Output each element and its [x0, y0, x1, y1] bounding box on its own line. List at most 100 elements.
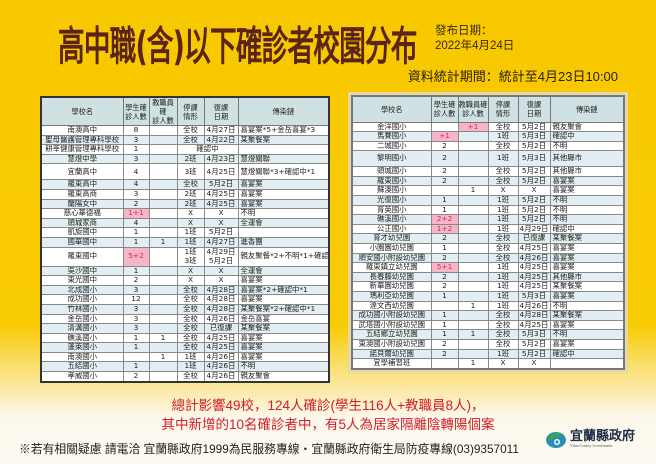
- cell-resume: 4月29日: [517, 223, 551, 235]
- cell-stop: 全校: [176, 303, 205, 315]
- cell-stop: 1班: [487, 214, 519, 225]
- cell-school: 成功國小附設幼兒園: [351, 310, 432, 321]
- header-stop: 停課 情形: [176, 96, 205, 126]
- cell-school: 成功國小: [40, 294, 124, 305]
- cell-chain: 確認中: [549, 131, 625, 142]
- table-row: 頭城國小 2 全校 5月2日 其他縣市: [351, 166, 625, 177]
- publish-label: 發布日期：: [435, 25, 493, 37]
- cell-students: 3: [122, 153, 150, 165]
- cell-resume: 4月27日: [203, 125, 239, 136]
- cell-stop: X: [176, 265, 205, 277]
- summary-line-1: 總計影響49校，124人確診(學生116人+教職員8人)，: [171, 398, 485, 413]
- cell-students: 3: [122, 323, 150, 334]
- cell-stop: 全校: [176, 332, 205, 344]
- header-chain: 傳染鏈: [237, 96, 330, 126]
- cell-chain: 喜宴案: [237, 179, 330, 190]
- cell-students: 5+1: [430, 262, 459, 273]
- cell-staff: 1: [148, 351, 178, 363]
- cell-chain: [549, 358, 625, 370]
- cell-stop: 1班: [487, 262, 519, 273]
- cell-chain: 喜宴案: [237, 332, 330, 344]
- cell-school: 竹林國小: [40, 303, 124, 315]
- cell-staff: [457, 204, 489, 216]
- publish-date-value: 2022年4月24日: [435, 40, 515, 52]
- table-row: 慈心華德福 1+1 X X 不明: [40, 208, 330, 219]
- cell-students: [430, 300, 459, 312]
- cell-staff: [148, 342, 178, 353]
- cell-students: 1: [430, 319, 459, 331]
- cell-students: 1: [430, 195, 459, 206]
- cell-resume: X: [203, 217, 239, 229]
- cell-stop: 1班 3班: [176, 246, 205, 267]
- left-school-table: 學校名 學生確 診人數 教職員確 診人數 停課 情形 復課 日期 傳染鏈 南澳高…: [40, 96, 330, 383]
- table-row: 長春藤幼兒園 2 1班 4月25日 其他縣市: [351, 271, 625, 283]
- cell-staff: 1: [457, 329, 489, 340]
- cell-students: 1: [122, 265, 150, 277]
- cell-chain: 某聚餐案: [549, 310, 625, 321]
- cell-staff: [148, 125, 178, 136]
- cell-chain: 喜宴案: [237, 351, 330, 363]
- cell-stop: 1班: [487, 131, 519, 142]
- cell-stop: 全校: [487, 252, 519, 264]
- cell-stop: 全校: [487, 140, 519, 152]
- cell-resume: 4月25日: [203, 188, 239, 200]
- table-row: 五結鄉立幼兒園 1 1 全校 5月3日 不明: [351, 329, 625, 340]
- cell-staff: [457, 131, 489, 142]
- cell-chain: 金岳喜宴: [237, 313, 330, 325]
- table-row: 蓬萊國小 1 全校 4月25日 喜宴案: [40, 342, 330, 353]
- statistics-period: 資料統計期間：統計至4月23日10:00: [407, 69, 618, 84]
- table-row: 五結國小 1 1班 4月26日 不明: [40, 361, 330, 373]
- cell-resume: 4月26日: [517, 252, 551, 264]
- table-row: 蘭陽女中 2 2班 4月25日 喜宴案: [40, 198, 330, 210]
- cell-staff: [148, 275, 178, 286]
- cell-students: 12: [122, 294, 150, 305]
- cell-students: 1: [122, 144, 150, 155]
- cell-school: 五結國小: [40, 361, 124, 373]
- cell-students: [430, 358, 459, 370]
- cell-students: 3: [122, 188, 150, 200]
- table-row: 羅東高中 4 全校 5月2日 喜宴案: [40, 179, 330, 190]
- cell-resume: 5月3日: [517, 291, 551, 302]
- table-row: 羅東高商 3 2班 4月25日 喜宴案: [40, 188, 330, 200]
- cell-chain: 喜宴案: [237, 342, 330, 353]
- summary: 總計影響49校，124人確診(學生116人+教職員8人)， 其中新增的10名確診…: [0, 396, 656, 434]
- cell-students: 1: [122, 342, 150, 353]
- cell-chain: 慧燈關聯*3+確認中*1: [237, 163, 330, 181]
- cell-chain: 慧燈關聯: [237, 153, 330, 165]
- cell-stop: 全校: [176, 371, 205, 383]
- cell-staff: [457, 252, 489, 264]
- cell-resume: 4月28日: [203, 284, 239, 296]
- table-row: 北成國小 3 全校 4月28日 喜宴案*2+確認中*1: [40, 284, 330, 296]
- cell-chain: 其他縣市: [549, 150, 625, 168]
- cell-students: 2+2: [430, 214, 459, 225]
- cell-stop: 全校: [176, 125, 205, 136]
- cell-chain: 喜宴案: [237, 294, 330, 305]
- cell-school: 宜蘭高中: [40, 163, 124, 181]
- table-row: 金洋國小 +1 全校 5月2日 親友聚會: [351, 121, 625, 133]
- header-resume: 復課 日期: [203, 96, 239, 126]
- cell-staff: [457, 271, 489, 283]
- cell-resume: 4月28日: [517, 310, 551, 321]
- cell-students: 1+1: [122, 208, 150, 219]
- cell-staff: [148, 303, 178, 315]
- cell-school: 羅東國中: [40, 246, 124, 267]
- cell-staff: [148, 179, 178, 190]
- cell-school: 聖母醫護管理專科學校: [40, 134, 124, 146]
- cell-students: 2: [122, 198, 150, 210]
- cell-resume: 4月26日: [517, 300, 551, 312]
- cell-students: 1: [122, 236, 150, 248]
- cell-staff: [148, 208, 178, 219]
- cell-resume: 已復課: [517, 233, 551, 245]
- cell-resume: 5月2日: [517, 348, 551, 360]
- cell-students: 1: [122, 332, 150, 344]
- cell-school: 金岳國小: [40, 313, 124, 325]
- cell-students: [430, 121, 459, 133]
- cell-chain: 親友聚會: [549, 121, 625, 133]
- cell-staff: [457, 175, 489, 187]
- cell-resume: 5月2日: [517, 214, 551, 225]
- header-school: 學校名: [40, 96, 124, 126]
- cell-school: 育英國小: [351, 204, 432, 216]
- cell-staff: [148, 163, 178, 181]
- cell-staff: [148, 153, 178, 165]
- cell-staff: [457, 233, 489, 245]
